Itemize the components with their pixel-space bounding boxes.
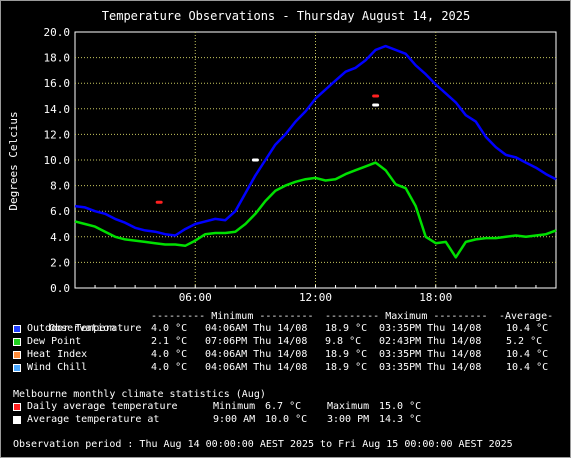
legend-swatch — [13, 338, 21, 346]
climate-row-a-label: 9:00 AM — [213, 414, 256, 425]
climate-row-a-value: 10.0 °C — [265, 414, 308, 425]
climate-markers — [155, 94, 380, 204]
temperature-chart: Temperature Observations - Thursday Augu… — [7, 9, 557, 301]
legend-max-time: 02:43PM Thu 14/08 — [379, 336, 482, 347]
legend-series-name: Outdoor Temperature — [27, 323, 142, 334]
legend-swatch — [13, 351, 21, 359]
climate-row-a-label: Minimum — [213, 401, 256, 412]
legend-header: Observation — [13, 311, 115, 347]
legend-header-average: -Average- — [499, 311, 554, 322]
legend-min-value: 4.0 °C — [151, 349, 188, 360]
legend-avg-value: 10.4 °C — [506, 362, 549, 373]
legend-series-name: Heat Index — [27, 349, 88, 360]
chart-title: Temperature Observations - Thursday Augu… — [102, 9, 470, 23]
climate-swatch — [13, 416, 21, 424]
y-tick-label: 6.0 — [50, 205, 70, 218]
x-tick-labels: 06:00 12:00 18:00 — [179, 291, 453, 301]
climate-marker — [251, 158, 259, 162]
y-tick-label: 12.0 — [44, 128, 71, 141]
climate-row-name: Average temperature at — [27, 414, 160, 425]
legend-max-value: 18.9 °C — [325, 349, 368, 360]
legend-max-value: 9.8 °C — [325, 336, 362, 347]
climate-marker — [372, 103, 380, 107]
legend-max-time: 03:35PM Thu 14/08 — [379, 362, 482, 373]
legend-max-value: 18.9 °C — [325, 362, 368, 373]
climate-row-b-label: Maximum — [327, 401, 370, 412]
legend-swatch — [13, 364, 21, 372]
climate-marker — [155, 200, 163, 204]
legend-avg-value: 5.2 °C — [506, 336, 543, 347]
legend-max-value: 18.9 °C — [325, 323, 368, 334]
x-tick-label: 18:00 — [419, 291, 452, 301]
series-line-dew-point — [74, 161, 557, 259]
legend-header-observation: Observation — [49, 323, 116, 334]
y-tick-label: 10.0 — [44, 154, 71, 167]
legend-min-time: 04:06AM Thu 14/08 — [205, 362, 308, 373]
legend-header-minimum: --------- Minimum --------- — [151, 311, 314, 322]
legend-swatch — [13, 325, 21, 333]
legend-series-name: Dew Point — [27, 336, 82, 347]
legend-min-time: 04:06AM Thu 14/08 — [205, 349, 308, 360]
grid — [75, 32, 556, 288]
y-tick-label: 8.0 — [50, 180, 70, 193]
y-tick-label: 16.0 — [44, 77, 71, 90]
series-lines — [74, 44, 557, 259]
y-tick-label: 14.0 — [44, 103, 71, 116]
legend-min-value: 4.0 °C — [151, 362, 188, 373]
y-tick-label: 2.0 — [50, 256, 70, 269]
legend-min-time: 04:06AM Thu 14/08 — [205, 323, 308, 334]
x-tick-label: 06:00 — [179, 291, 212, 301]
legend-max-time: 03:35PM Thu 14/08 — [379, 349, 482, 360]
climate-row-b-value: 14.3 °C — [379, 414, 422, 425]
y-tick-label: 4.0 — [50, 231, 70, 244]
legend-min-time: 07:06PM Thu 14/08 — [205, 336, 308, 347]
legend-max-time: 03:35PM Thu 14/08 — [379, 323, 482, 334]
y-tick-label: 18.0 — [44, 52, 71, 65]
legend-avg-value: 10.4 °C — [506, 349, 549, 360]
legend-header-maximum: --------- Maximum --------- — [325, 311, 488, 322]
climate-marker — [372, 94, 380, 98]
x-tick-label: 12:00 — [299, 291, 332, 301]
legend-min-value: 2.1 °C — [151, 336, 188, 347]
climate-heading: Melbourne monthly climate statistics (Au… — [13, 389, 266, 400]
climate-row-name: Daily average temperature — [27, 401, 178, 412]
legend-series-name: Wind Chill — [27, 362, 88, 373]
y-tick-label: 20.0 — [44, 26, 71, 39]
climate-row-b-value: 15.0 °C — [379, 401, 422, 412]
climate-row-a-value: 6.7 °C — [265, 401, 302, 412]
legend-min-value: 4.0 °C — [151, 323, 188, 334]
y-tick-labels: 0.0 2.0 4.0 6.0 8.0 10.0 12.0 14.0 16.0 18.0 20.0 — [44, 26, 71, 295]
series-line-outdoor-temperature — [74, 44, 557, 237]
legend-avg-value: 10.4 °C — [506, 323, 549, 334]
y-axis-label: Degrees Celcius — [7, 111, 20, 210]
climate-swatch — [13, 403, 21, 411]
y-tick-label: 0.0 — [50, 282, 70, 295]
climate-row-b-label: 3:00 PM — [327, 414, 370, 425]
observation-period: Observation period : Thu Aug 14 00:00:00… — [13, 439, 513, 450]
